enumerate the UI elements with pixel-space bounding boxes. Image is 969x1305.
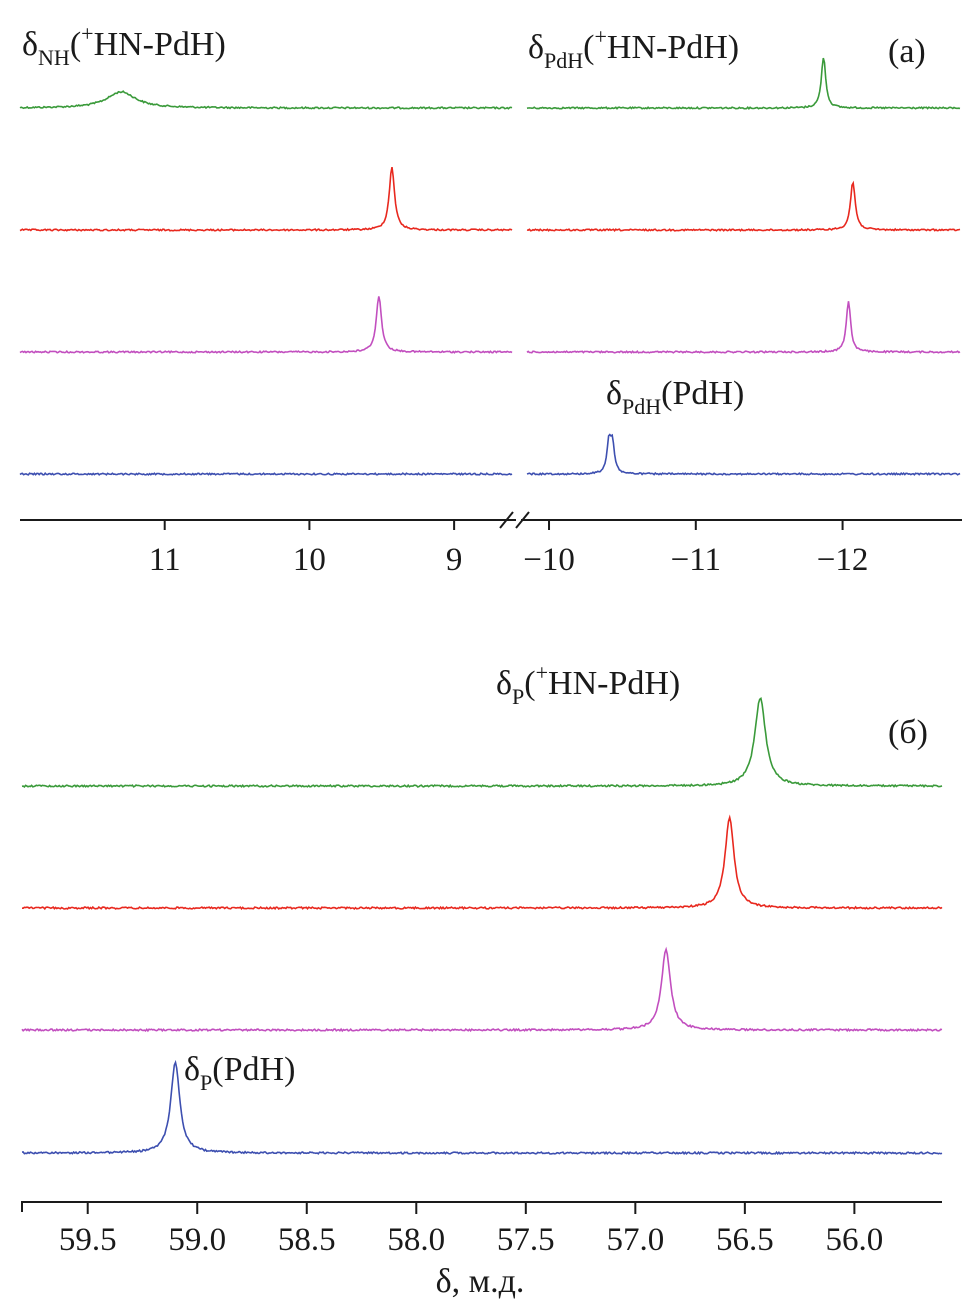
tick-label: 11 xyxy=(149,542,181,578)
tick-label: 58.0 xyxy=(387,1222,445,1258)
annotation-pdh: δPdH(PdH) xyxy=(606,375,744,419)
tick-label: 56.5 xyxy=(716,1222,774,1258)
annotation-pdh-ion: δPdH(+HN-PdH) xyxy=(528,24,739,73)
trace-red xyxy=(22,814,943,911)
panel-label-a: (a) xyxy=(888,33,926,70)
trace-red-right xyxy=(526,180,961,233)
axis-break-mark xyxy=(515,511,530,529)
panel-b-x-axis: 59.5 59.0 58.5 58.0 57.5 57.0 56.5 56.0 xyxy=(21,1201,942,1258)
tick-label: 58.5 xyxy=(278,1222,336,1258)
trace-magenta-left xyxy=(19,296,513,354)
trace-green-left xyxy=(19,90,513,110)
tick-label: 59.0 xyxy=(168,1222,226,1258)
trace-green xyxy=(21,697,943,789)
panel-a-spectra xyxy=(19,57,961,476)
tick-label: 9 xyxy=(446,542,463,578)
trace-green-right xyxy=(526,57,961,110)
trace-magenta xyxy=(21,946,943,1033)
tick-label: −12 xyxy=(817,542,869,578)
annotation-nh-ion: δNH(+HN-PdH) xyxy=(22,21,226,70)
tick-label: −11 xyxy=(671,542,721,578)
tick-label: −10 xyxy=(523,542,575,578)
annotation-p-ion: δP(+HN-PdH) xyxy=(496,660,680,709)
tick-label: 57.0 xyxy=(606,1222,664,1258)
tick-label: 59.5 xyxy=(59,1222,117,1258)
trace-blue-right xyxy=(526,433,961,476)
panel-a-x-axis: 11 10 9 −10 −11 −12 xyxy=(20,511,962,578)
panel-b-spectra xyxy=(21,697,943,1156)
panel-label-b: (б) xyxy=(888,714,928,751)
tick-label: 56.0 xyxy=(826,1222,884,1258)
trace-blue xyxy=(21,1059,943,1156)
tick-label: 10 xyxy=(293,542,326,578)
x-axis-title: δ, м.д. xyxy=(436,1263,525,1300)
axis-break-mark xyxy=(499,511,514,529)
annotation-p: δP(PdH) xyxy=(184,1051,295,1095)
trace-blue-left xyxy=(19,471,513,476)
trace-red-left xyxy=(19,166,513,232)
tick-label: 57.5 xyxy=(497,1222,555,1258)
trace-magenta-right xyxy=(526,301,961,354)
